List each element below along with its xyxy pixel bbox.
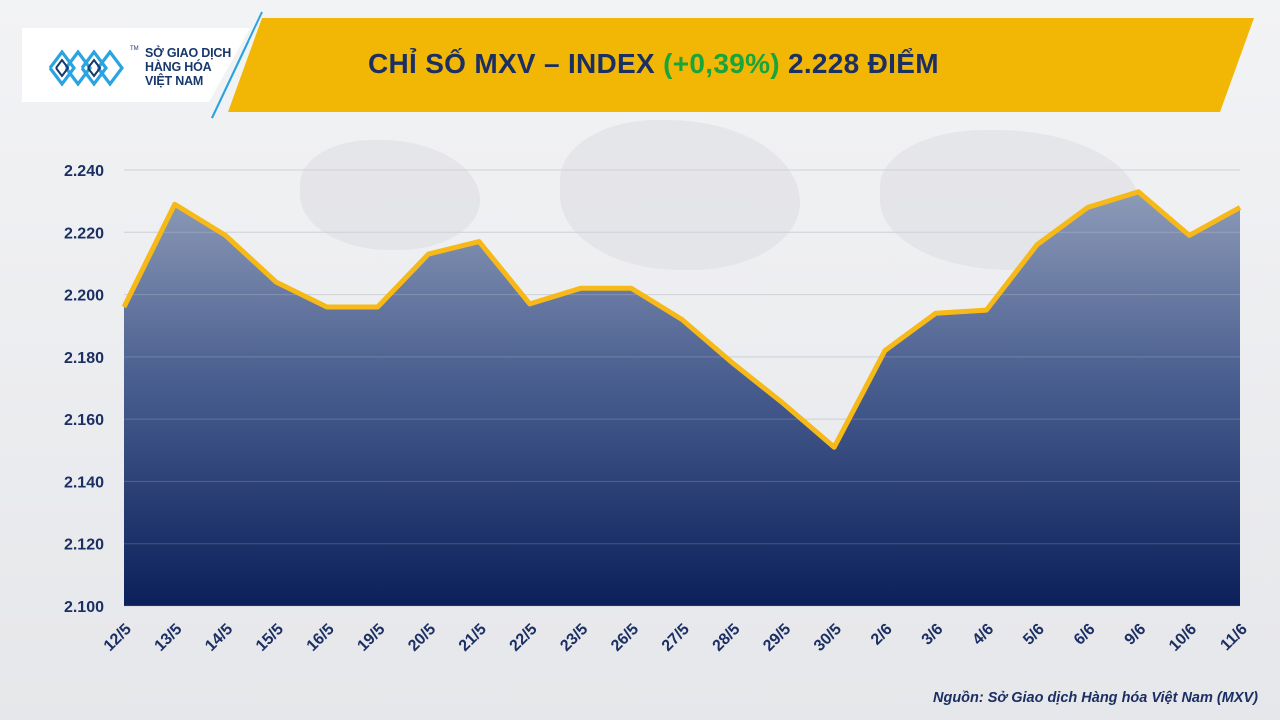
x-axis: 12/5 13/5 14/5 15/5 16/5 19/5 20/5 21/5 22/5 23/5… — [101, 621, 1251, 655]
x-tick-label: 30/5 — [811, 621, 845, 655]
x-tick-label: 23/5 — [557, 621, 591, 655]
title-suffix: 2.228 ĐIỂM — [779, 48, 939, 79]
logo-text-line-1: SỞ GIAO DỊCH — [145, 46, 232, 60]
gridlines-overlay — [124, 169, 1240, 607]
logo-panel — [22, 28, 250, 102]
logo-text-line-3: VIỆT NAM — [145, 74, 204, 88]
x-tick-label: 15/5 — [253, 621, 287, 655]
y-tick-label: 2.220 — [64, 225, 104, 242]
x-tick-label: 4/6 — [969, 621, 997, 649]
mxv-logo-icon — [48, 49, 124, 87]
title-band — [228, 18, 1254, 112]
x-tick-label: 19/5 — [354, 621, 388, 655]
world-map-decoration — [300, 140, 480, 250]
x-tick-label: 13/5 — [152, 621, 186, 655]
logo-text-line-2: HÀNG HÓA — [145, 60, 212, 74]
y-tick-label: 2.160 — [64, 412, 104, 429]
title-prefix: CHỈ SỐ MXV – INDEX — [368, 48, 664, 79]
x-tick-label: 14/5 — [202, 621, 236, 655]
x-tick-label: 3/6 — [919, 621, 947, 649]
y-axis: 2.100 2.120 2.140 2.160 2.180 2.200 2.220 2.240 — [64, 163, 104, 616]
y-tick-label: 2.100 — [64, 599, 104, 616]
x-tick-label: 20/5 — [405, 621, 439, 655]
y-tick-label: 2.120 — [64, 537, 104, 554]
index-line — [121, 189, 1242, 450]
y-tick-label: 2.180 — [64, 350, 104, 367]
x-tick-label: 5/6 — [1020, 621, 1048, 649]
logo-trademark: TM — [130, 46, 139, 52]
chart-title: CHỈ SỐ MXV – INDEX (+0,39%) 2.228 ĐIỂM — [368, 48, 939, 80]
source-note: Nguồn: Sở Giao dịch Hàng hóa Việt Nam (M… — [933, 690, 1258, 706]
y-tick-label: 2.200 — [64, 288, 104, 305]
y-tick-label: 2.140 — [64, 474, 104, 491]
x-tick-label: 16/5 — [304, 621, 338, 655]
x-tick-label: 22/5 — [507, 621, 541, 655]
header-banner — [211, 11, 1254, 119]
x-tick-label: 28/5 — [710, 621, 744, 655]
x-tick-label: 26/5 — [608, 621, 642, 655]
accent-line — [211, 41, 249, 119]
x-tick-label: 2/6 — [868, 621, 896, 649]
index-area — [124, 191, 1240, 607]
x-tick-label: 10/6 — [1166, 621, 1200, 655]
title-change: (+0,39%) — [663, 48, 780, 79]
x-tick-label: 12/5 — [101, 621, 135, 655]
x-tick-label: 21/5 — [456, 621, 490, 655]
x-tick-label: 27/5 — [659, 621, 693, 655]
x-tick-label: 29/5 — [760, 621, 794, 655]
world-map-decoration — [560, 120, 800, 270]
x-tick-label: 11/6 — [1217, 621, 1250, 654]
x-tick-label: 6/6 — [1071, 621, 1099, 649]
x-tick-label: 9/6 — [1122, 621, 1150, 649]
y-tick-label: 2.240 — [64, 163, 104, 180]
